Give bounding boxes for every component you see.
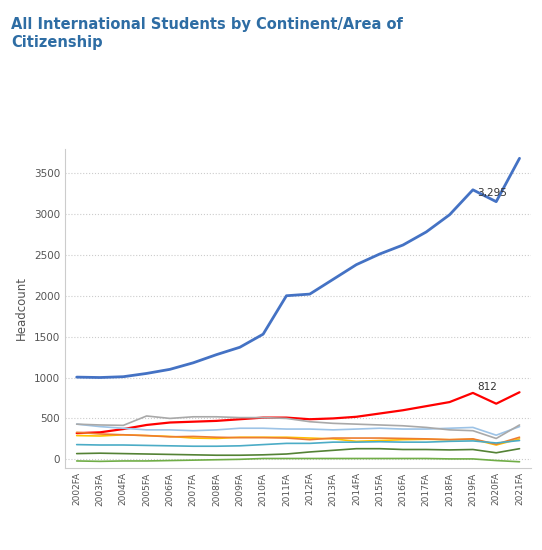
Text: 812: 812 bbox=[478, 382, 498, 393]
Y-axis label: Headcount: Headcount bbox=[15, 276, 28, 340]
Text: 3,295: 3,295 bbox=[478, 188, 507, 199]
Text: All International Students by Continent/Area of
Citizenship: All International Students by Continent/… bbox=[11, 16, 403, 50]
